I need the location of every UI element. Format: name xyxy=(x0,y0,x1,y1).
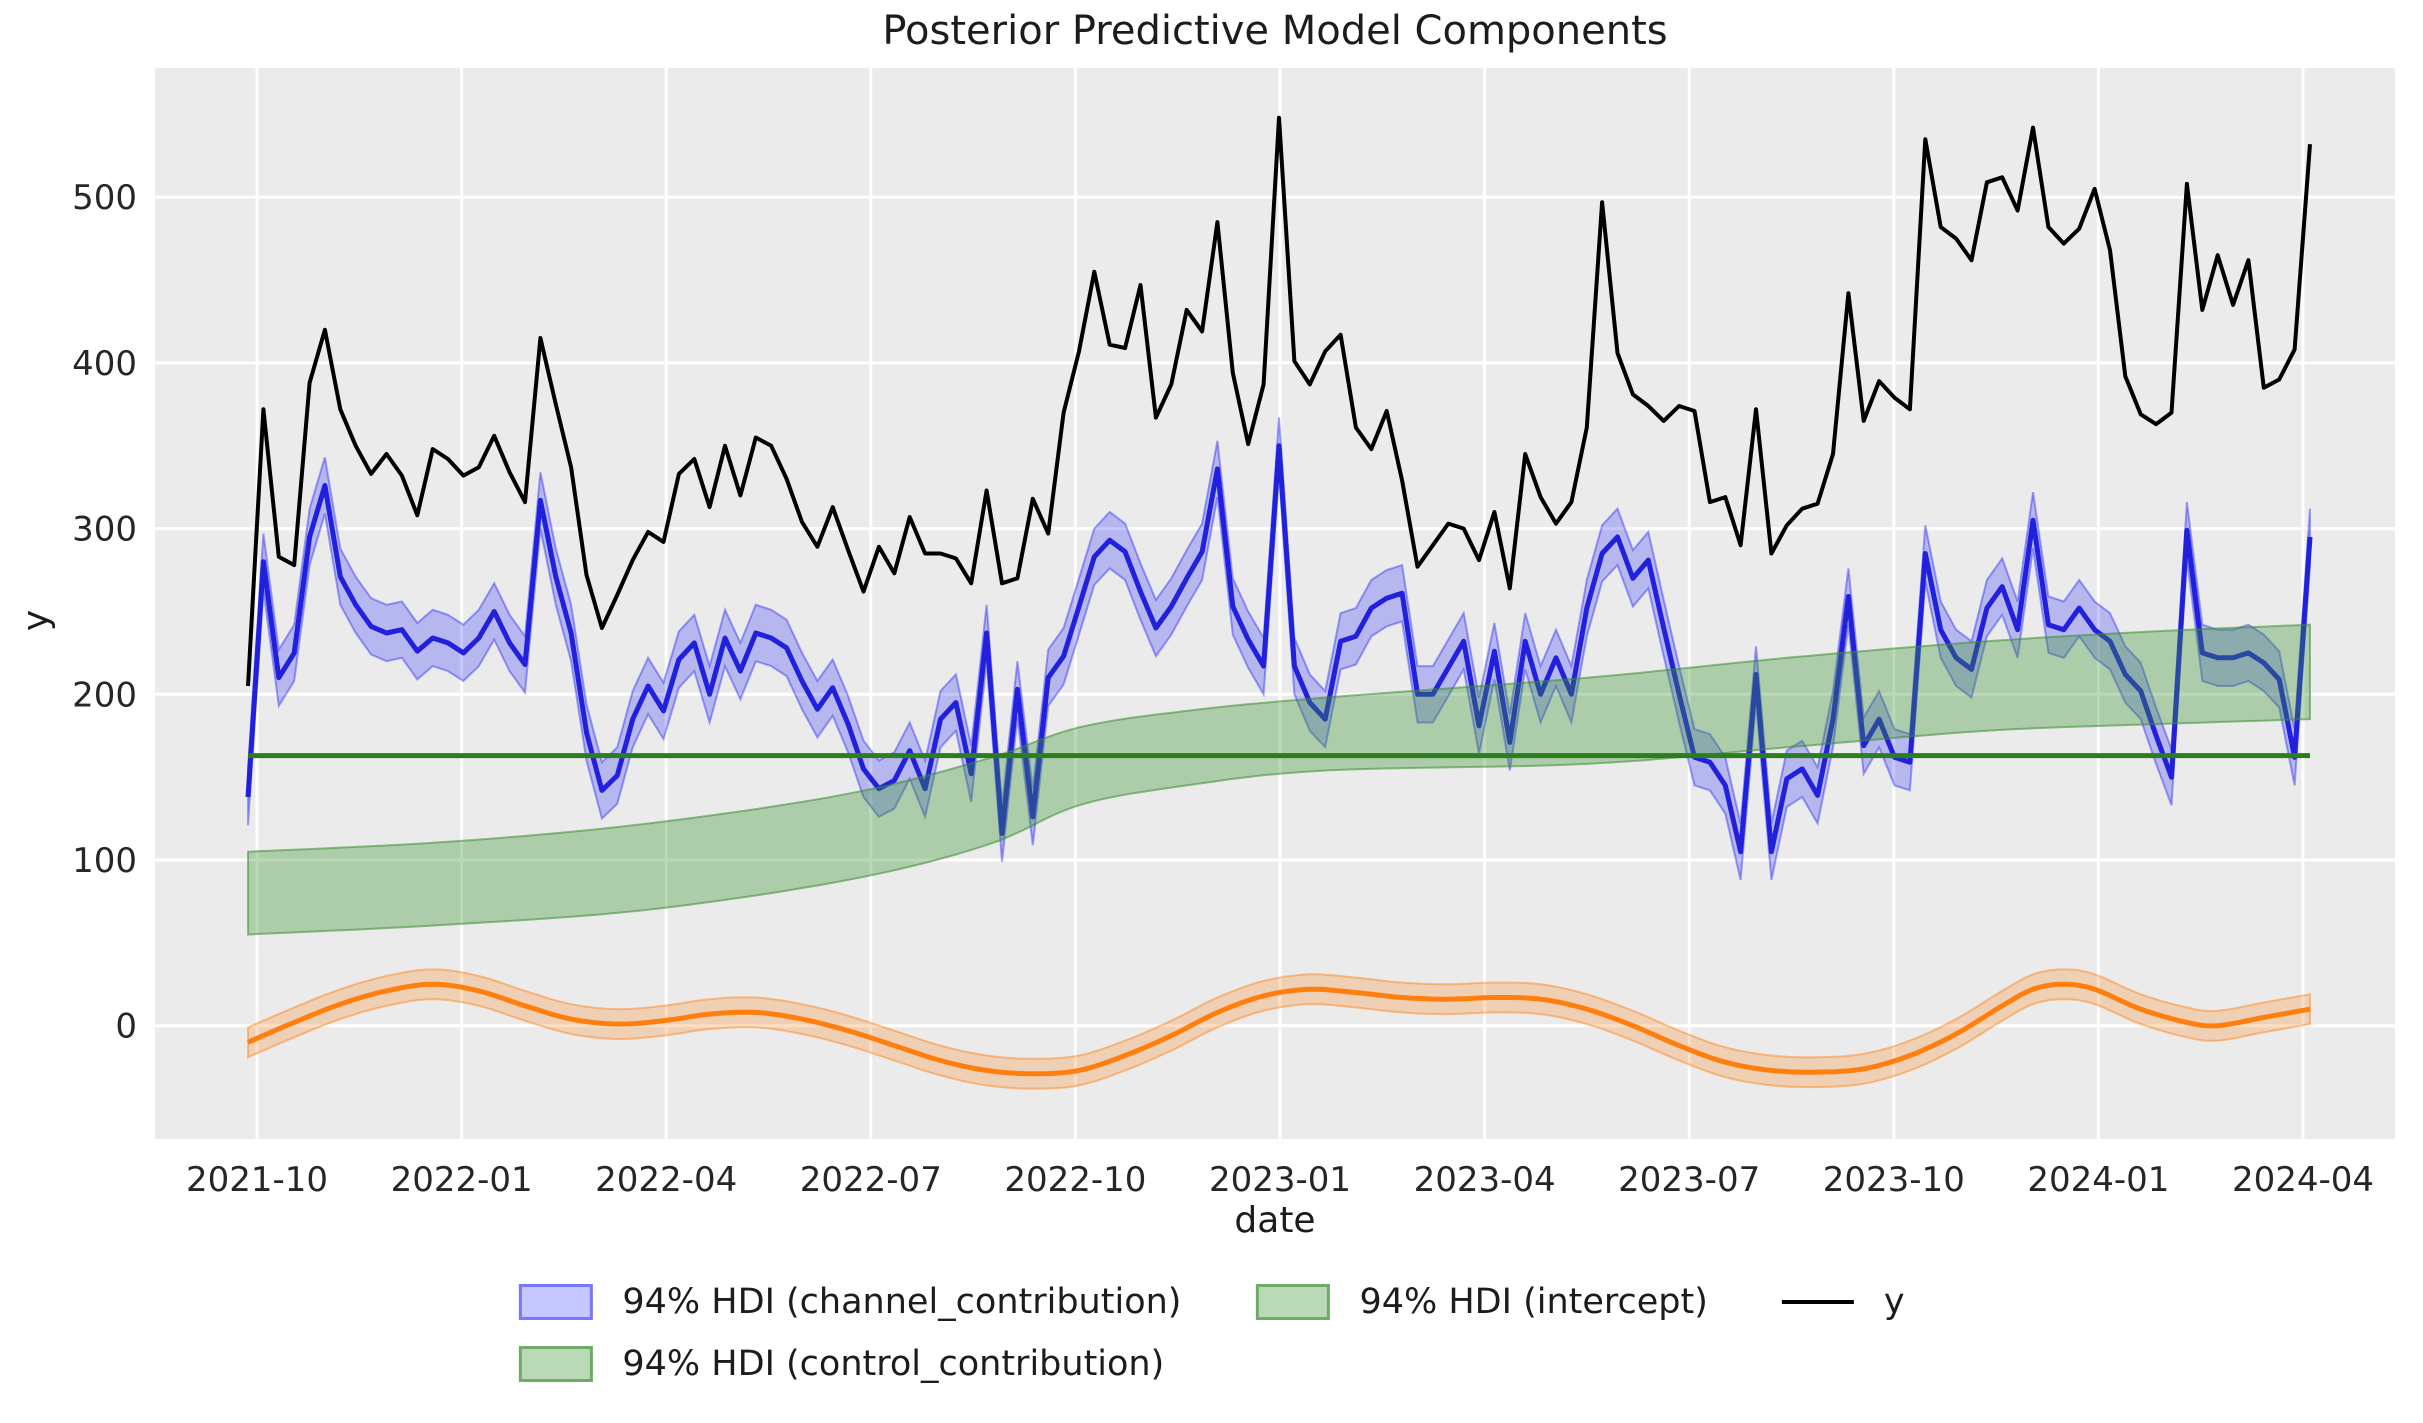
control-hdi-swatch xyxy=(518,1346,593,1382)
legend-label: 94% HDI (intercept) xyxy=(1359,1282,1708,1322)
x-tick-label: 2022-04 xyxy=(595,1160,737,1200)
legend-entry-intercept: 94% HDI (intercept) xyxy=(1255,1282,1708,1322)
legend: 94% HDI (channel_contribution) 94% HDI (… xyxy=(518,1282,1905,1384)
x-tick-label: 2022-10 xyxy=(1004,1160,1146,1200)
x-tick-label: 2024-01 xyxy=(2027,1160,2169,1200)
x-tick-label: 2022-07 xyxy=(800,1160,942,1200)
x-tick-label: 2022-01 xyxy=(391,1160,533,1200)
x-tick-label: 2023-10 xyxy=(1823,1160,1965,1200)
y-tick-label: 400 xyxy=(72,344,137,384)
channel-contribution-line xyxy=(245,443,2313,855)
legend-label: y xyxy=(1883,1282,1905,1322)
y-line xyxy=(246,115,2312,687)
legend-column: 94% HDI (intercept) xyxy=(1255,1282,1708,1322)
y-tick-label: 100 xyxy=(72,841,137,881)
legend-entry-control-contribution: 94% HDI (control_contribution) xyxy=(518,1344,1181,1384)
x-tick-label: 2023-07 xyxy=(1618,1160,1760,1200)
x-axis-label: date xyxy=(1234,1200,1316,1241)
legend-label: 94% HDI (channel_contribution) xyxy=(622,1282,1182,1322)
channel-hdi-swatch xyxy=(518,1284,593,1320)
y-tick-label: 0 xyxy=(115,1007,137,1047)
legend-entry-y: y xyxy=(1781,1282,1905,1322)
legend-entry-channel-contribution: 94% HDI (channel_contribution) xyxy=(518,1282,1181,1322)
legend-column: y xyxy=(1781,1282,1905,1322)
y-tick-label: 200 xyxy=(72,675,137,715)
legend-label: 94% HDI (control_contribution) xyxy=(622,1344,1165,1384)
x-tick-label: 2024-04 xyxy=(2232,1160,2374,1200)
control-contribution-line xyxy=(246,981,2311,1077)
y-tick-label: 300 xyxy=(72,510,137,550)
legend-column: 94% HDI (channel_contribution) 94% HDI (… xyxy=(518,1282,1181,1384)
chart-title: Posterior Predictive Model Components xyxy=(882,8,1668,54)
control-hdi-band xyxy=(247,968,2311,1090)
x-tick-label: 2023-01 xyxy=(1209,1160,1351,1200)
intercept-hdi-swatch xyxy=(1255,1284,1330,1320)
x-tick-label: 2023-04 xyxy=(1414,1160,1556,1200)
x-tick-label: 2021-10 xyxy=(186,1160,328,1200)
y-tick-label: 500 xyxy=(72,178,137,218)
y-line-swatch xyxy=(1781,1300,1854,1304)
